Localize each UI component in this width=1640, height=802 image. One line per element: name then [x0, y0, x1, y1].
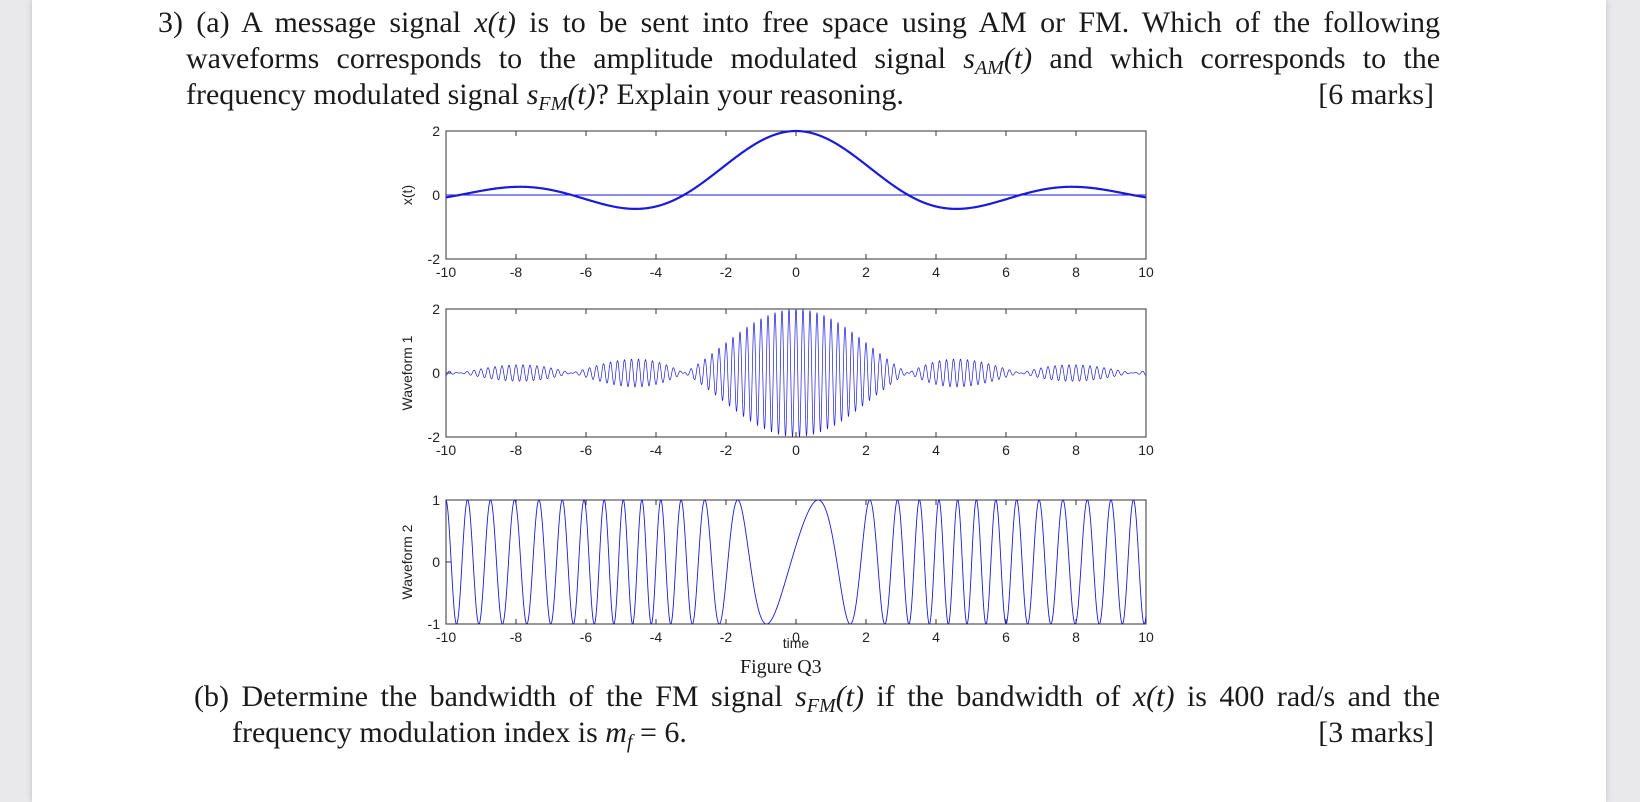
message-xtick-label: -2: [720, 264, 733, 280]
x-of-t: x(t): [474, 6, 516, 39]
waveform2-xtick-label: 0: [792, 629, 800, 645]
question-a-marks: [6 marks]: [1318, 78, 1434, 111]
question-a-line-3: frequency modulated signal sFM(t)? Expla…: [186, 78, 904, 115]
waveform1-xtick-label: 2: [862, 442, 870, 458]
message-ytick-label: 0: [432, 187, 440, 203]
waveform1-xtick-label: -2: [720, 442, 733, 458]
question-a-line-1: 3) (a) A message signal x(t) is to be se…: [158, 6, 1440, 39]
document-page: 3) (a) A message signal x(t) is to be se…: [32, 0, 1606, 802]
message-xtick-label: 8: [1072, 264, 1080, 280]
waveform2-ytick-label: 0: [432, 554, 440, 570]
message-xtick-label: -4: [650, 264, 663, 280]
question-b-marks: [3 marks]: [1318, 716, 1434, 749]
waveform1-ytick-label: -2: [428, 429, 441, 445]
message-xtick-label: 0: [792, 264, 800, 280]
waveform1-xtick-label: -4: [650, 442, 663, 458]
question-b-line-1: (b) Determine the bandwidth of the FM si…: [194, 680, 1441, 717]
x-axis-label-time: time: [783, 635, 810, 651]
am-series-line: [445, 308, 1147, 437]
waveform1-xtick-label: -10: [436, 442, 456, 458]
message-xtick-label: 10: [1138, 264, 1154, 280]
message-xtick-label: 6: [1002, 264, 1010, 280]
message-ytick-label: 2: [432, 123, 440, 139]
waveform2-ylabel: Waveform 2: [399, 524, 415, 599]
waveform1-xtick-label: -6: [580, 442, 593, 458]
waveform2-xtick-label: 2: [862, 629, 870, 645]
waveform2-xtick-label: -2: [720, 629, 733, 645]
waveform2-xtick-label: 4: [932, 629, 940, 645]
waveform1-xtick-label: 0: [792, 442, 800, 458]
message-xtick-label: 4: [932, 264, 940, 280]
waveform2-xtick-label: 8: [1072, 629, 1080, 645]
waveform2-ytick-label: -1: [428, 616, 441, 632]
waveform1-xtick-label: 8: [1072, 442, 1080, 458]
waveform1-xtick-label: 4: [932, 442, 940, 458]
waveform2-ytick-label: 1: [432, 492, 440, 508]
waveform2-xtick-label: -8: [510, 629, 523, 645]
waveform2-xtick-label: -6: [580, 629, 593, 645]
figure-caption: Figure Q3: [740, 656, 822, 678]
waveform1-xtick-label: -8: [510, 442, 523, 458]
question-a-line-2: waveforms corresponds to the amplitude m…: [186, 42, 1441, 79]
waveform2-xtick-label: 6: [1002, 629, 1010, 645]
waveform1-ylabel: Waveform 1: [399, 335, 415, 410]
message-xtick-label: -10: [436, 264, 456, 280]
waveform2-axes-box: [445, 499, 1147, 625]
waveform1-ytick-label: 0: [432, 365, 440, 381]
waveform1-ytick-label: 2: [432, 301, 440, 317]
message-series-line: [445, 129, 1147, 210]
s-am: sAM(t): [963, 42, 1033, 79]
message-ytick-label: -2: [428, 251, 441, 267]
waveform1-axes-box: [445, 308, 1147, 438]
waveform2-xtick-label: 10: [1138, 629, 1154, 645]
fm-series-line: [445, 499, 1147, 625]
message-ylabel: x(t): [399, 185, 415, 205]
s-fm-b: sFM(t): [795, 680, 865, 717]
message-xtick-label: -8: [510, 264, 523, 280]
waveform2-xtick-label: -10: [436, 629, 456, 645]
modulation-index: mf: [605, 716, 633, 753]
waveform2-xtick-label: -4: [650, 629, 663, 645]
message-xtick-label: 2: [862, 264, 870, 280]
waveform1-xtick-label: 10: [1138, 442, 1154, 458]
message-xtick-label: -6: [580, 264, 593, 280]
waveform1-xtick-label: 6: [1002, 442, 1010, 458]
s-fm: sFM(t): [526, 78, 596, 115]
question-b-line-2: frequency modulation index is mf = 6.: [232, 716, 687, 753]
